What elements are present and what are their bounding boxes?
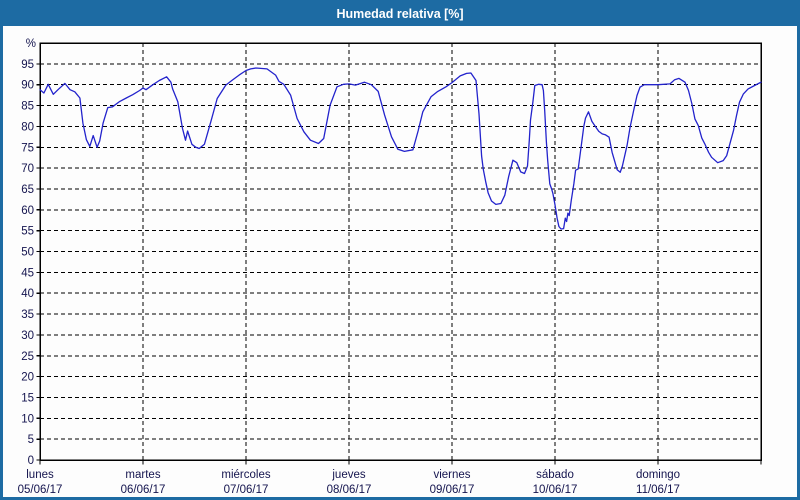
axis-ticks	[36, 63, 762, 465]
svg-text:25: 25	[21, 351, 34, 363]
day-date-label: 09/06/17	[430, 484, 475, 496]
day-name-label: miércoles	[221, 469, 270, 481]
chart-title-bar: Humedad relativa [%]	[3, 3, 797, 26]
humidity-series-line	[39, 67, 762, 230]
svg-text:45: 45	[21, 267, 34, 279]
svg-text:80: 80	[21, 121, 34, 133]
chart-title: Humedad relativa [%]	[336, 7, 464, 21]
svg-text:90: 90	[21, 80, 34, 92]
day-name-label: martes	[125, 469, 160, 481]
svg-text:30: 30	[21, 330, 34, 342]
day-date-label: 11/06/17	[636, 484, 680, 496]
day-date-label: 08/06/17	[327, 484, 372, 496]
plot-frame	[39, 42, 762, 461]
day-name-label: jueves	[331, 469, 365, 481]
chart-area: 0 5 10 15 20 25 30 35 40 45 50 55 60 65 70 75 80 85 90 95% l…	[3, 26, 797, 497]
svg-text:0: 0	[28, 455, 34, 467]
day-name-label: domingo	[636, 469, 680, 481]
svg-text:85: 85	[21, 101, 34, 113]
day-date-label: 05/06/17	[18, 484, 63, 496]
humidity-chart-svg: 0 5 10 15 20 25 30 35 40 45 50 55 60 65 70 75 80 85 90 95% l…	[18, 38, 762, 496]
svg-text:75: 75	[21, 142, 34, 154]
day-date-label: 06/06/17	[121, 484, 166, 496]
y-axis-unit-label: %	[26, 38, 36, 50]
svg-text:70: 70	[21, 163, 34, 175]
svg-text:55: 55	[21, 226, 34, 238]
x-axis-labels: lunes 05/06/17 martes 06/06/17 miércoles 07/0…	[18, 469, 680, 496]
h-gridlines	[40, 63, 761, 440]
svg-text:60: 60	[21, 205, 34, 217]
svg-text:5: 5	[28, 434, 34, 446]
day-name-label: sábado	[536, 469, 574, 481]
y-axis-labels: 0 5 10 15 20 25 30 35 40 45 50 55 60 65 70 75 80 85 90 95%	[21, 38, 36, 467]
svg-text:15: 15	[21, 392, 34, 404]
svg-text:95: 95	[21, 59, 34, 71]
day-date-label: 07/06/17	[224, 484, 269, 496]
svg-text:50: 50	[21, 247, 34, 259]
svg-text:65: 65	[21, 184, 34, 196]
svg-text:35: 35	[21, 309, 34, 321]
svg-text:10: 10	[21, 413, 34, 425]
svg-text:20: 20	[21, 372, 34, 384]
day-name-label: lunes	[26, 469, 54, 481]
day-name-label: viernes	[433, 469, 470, 481]
day-date-label: 10/06/17	[533, 484, 578, 496]
svg-text:40: 40	[21, 288, 34, 300]
